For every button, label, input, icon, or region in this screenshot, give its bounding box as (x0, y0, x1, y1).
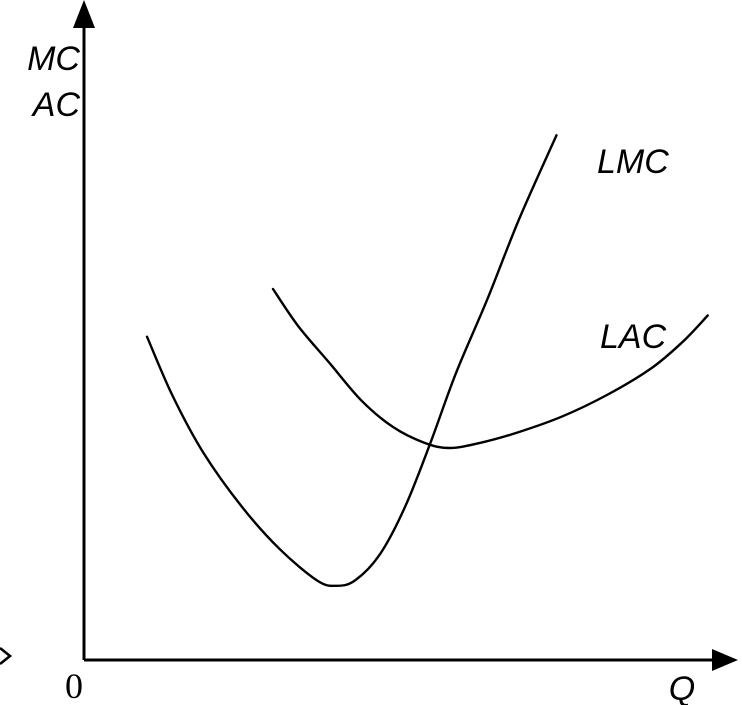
y-axis-label-line-2: AC (31, 86, 81, 124)
axes (0, 0, 738, 671)
labels: MC AC 0 Q LMC LAC (27, 40, 695, 705)
curves (145, 134, 709, 588)
curve-lac (271, 287, 709, 450)
y-axis-arrowhead (73, 0, 95, 28)
y-axis-label-line-1: MC (27, 40, 80, 78)
x-axis-arrowhead (712, 649, 738, 671)
curve-lmc (145, 134, 558, 588)
series-label-lmc: LMC (597, 143, 669, 181)
left-edge-arrow-tip (0, 646, 13, 666)
origin-label: 0 (65, 666, 83, 705)
series-label-lac: LAC (600, 318, 667, 356)
x-axis-label: Q (669, 670, 695, 705)
